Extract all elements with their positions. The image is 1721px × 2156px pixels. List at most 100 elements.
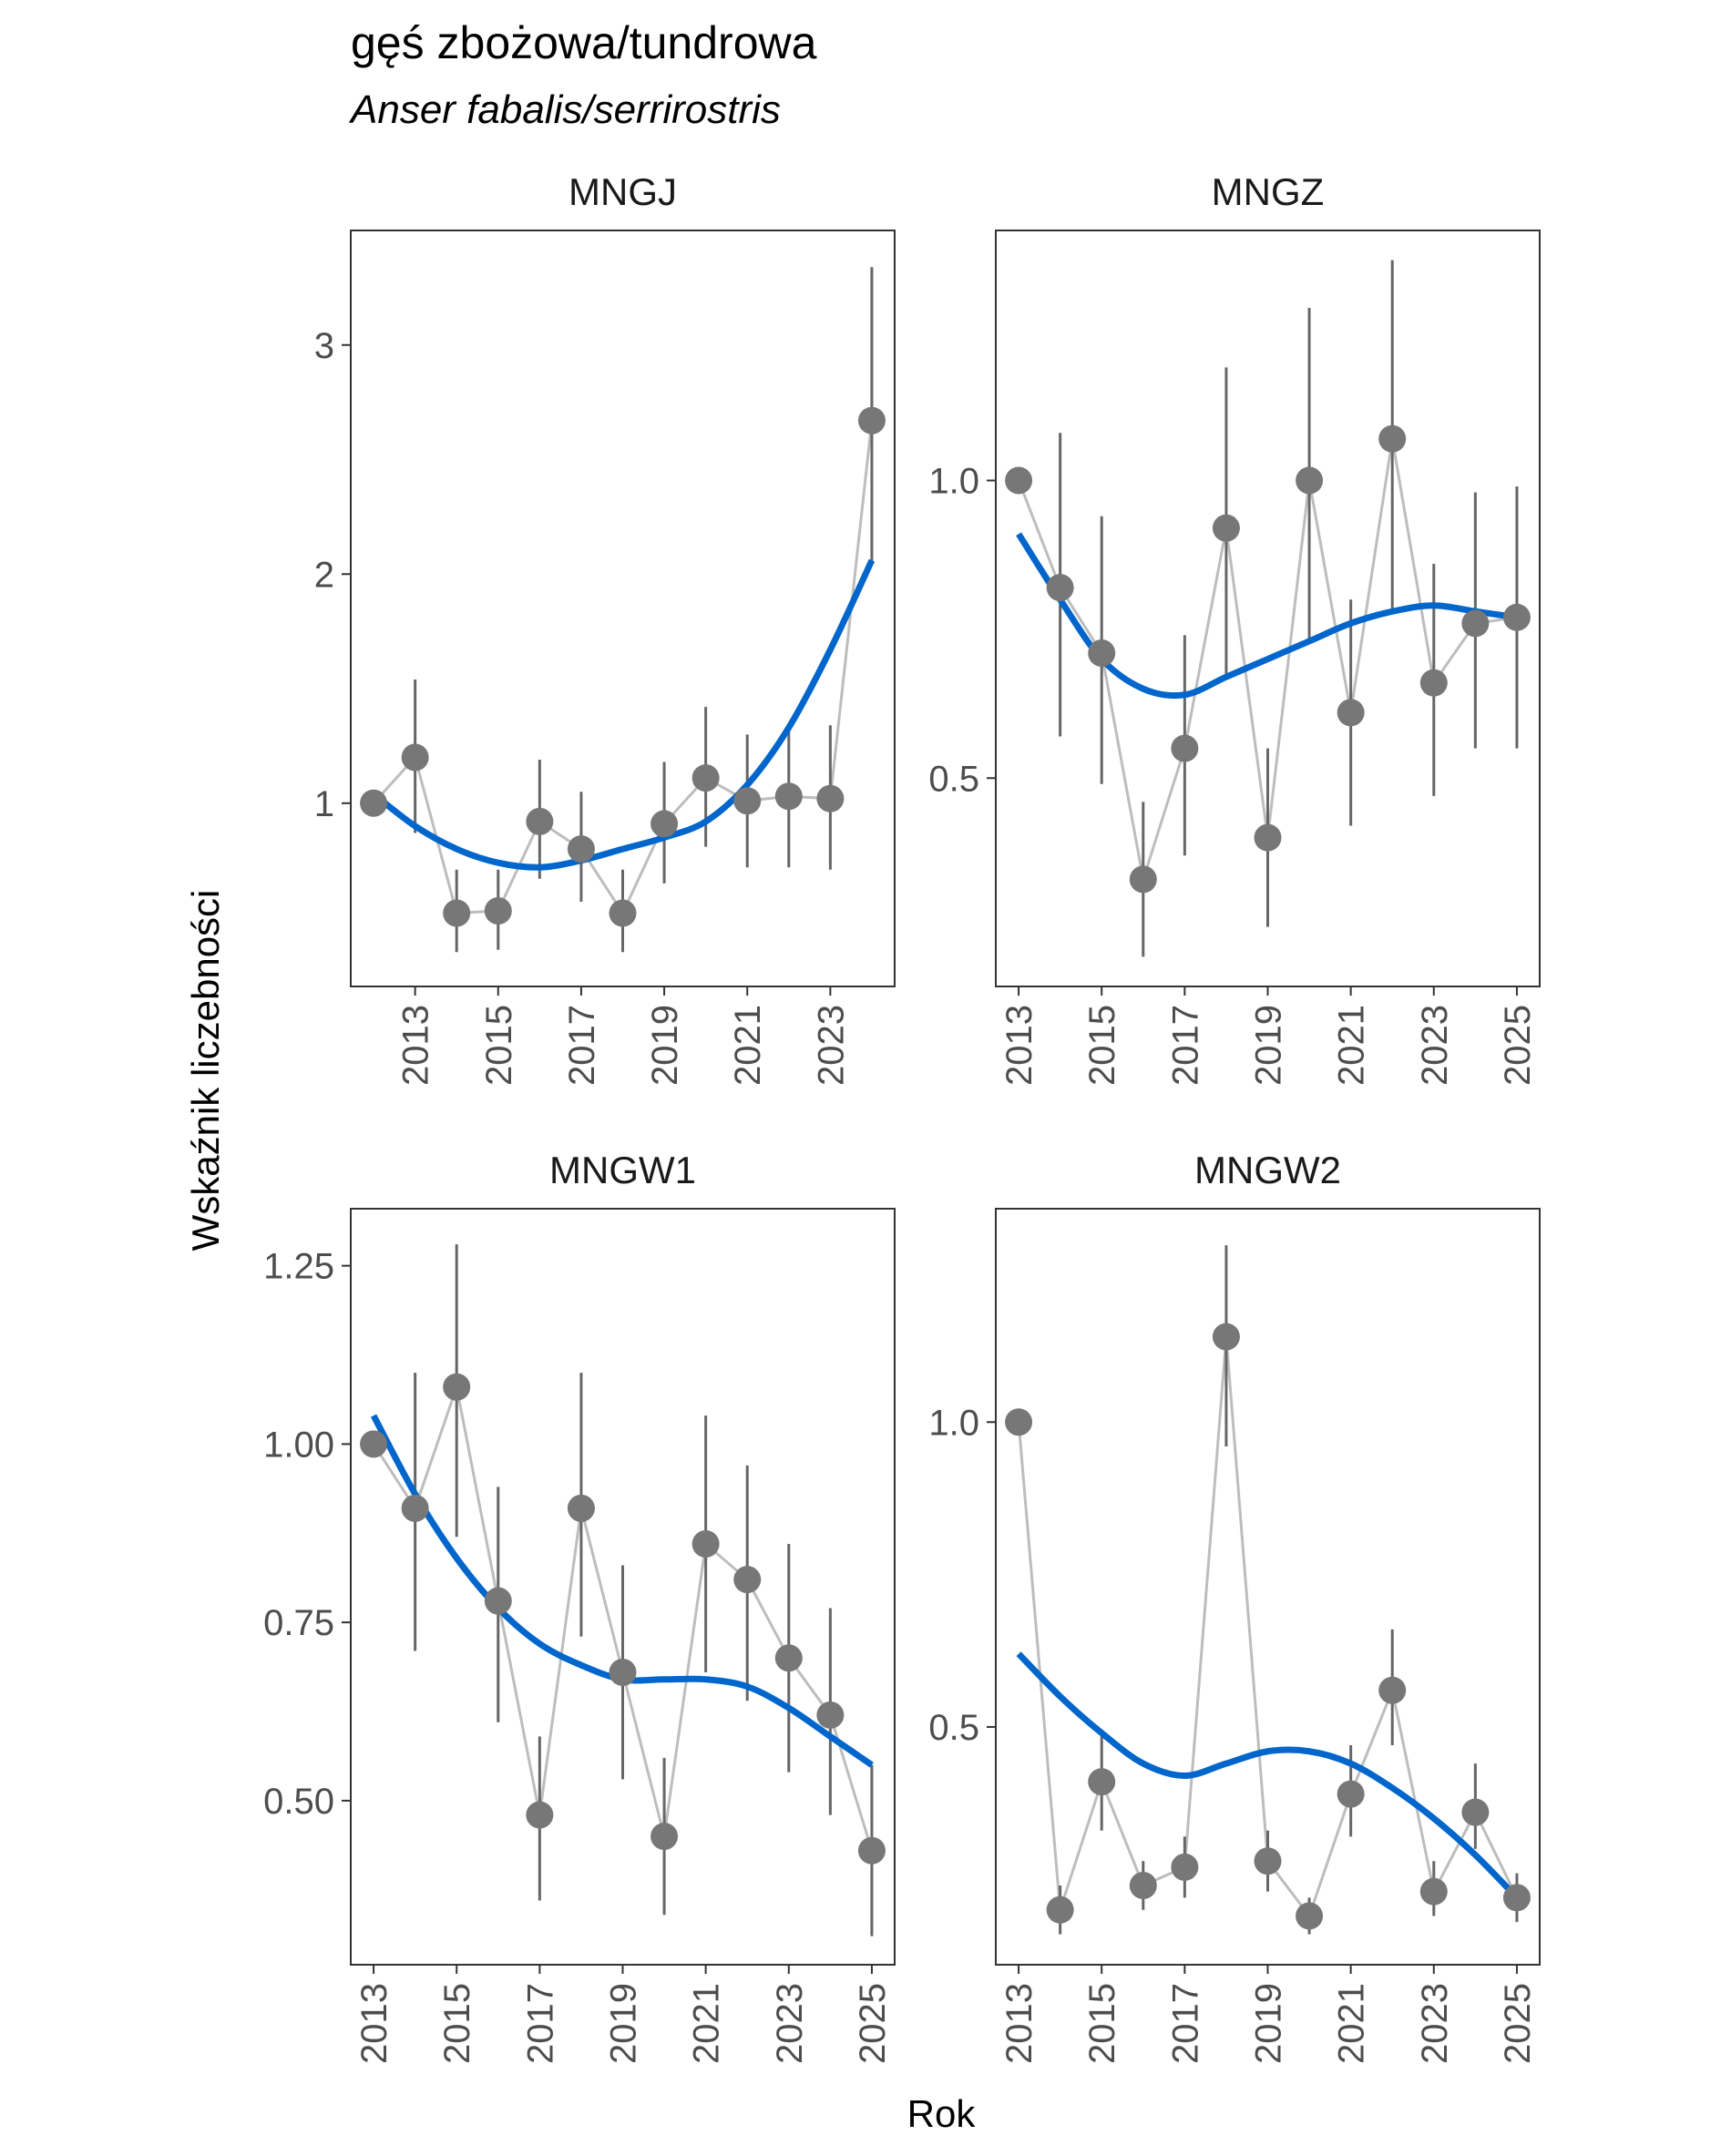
data-point: [526, 807, 554, 835]
x-tick-label: 2017: [1165, 1983, 1205, 2064]
x-tick-label: 2023: [1415, 1005, 1455, 1086]
data-point: [774, 1644, 803, 1672]
panel-title: MNGJ: [569, 170, 677, 213]
data-point: [484, 1587, 512, 1615]
data-point: [1129, 1871, 1157, 1899]
data-point: [1046, 1895, 1074, 1924]
data-point: [401, 1494, 429, 1522]
data-point: [1088, 639, 1116, 668]
data-point: [774, 782, 803, 811]
data-point: [526, 1801, 554, 1829]
x-tick-label: 2023: [770, 1983, 810, 2064]
data-point: [1254, 823, 1282, 852]
data-point: [857, 1836, 886, 1865]
x-tick-label: 2019: [1249, 1983, 1289, 2064]
data-point: [1419, 669, 1448, 697]
y-tick-label: 2: [314, 555, 334, 595]
data-point: [1378, 1676, 1407, 1704]
data-point: [1129, 865, 1157, 894]
y-tick-label: 3: [314, 326, 334, 366]
y-tick-label: 1.00: [263, 1425, 334, 1465]
data-point: [1461, 609, 1490, 638]
x-tick-label: 2013: [999, 1005, 1040, 1086]
data-point: [567, 835, 595, 863]
y-tick-label: 1.0: [928, 461, 979, 501]
data-point: [691, 764, 720, 792]
data-point: [567, 1494, 595, 1522]
data-point: [816, 784, 845, 812]
panel-mngz: MNGZ 0.5 1.0 2013 2015 2017 2019 2021 2023 2025: [928, 170, 1541, 1086]
y-tick-label: 1.25: [263, 1247, 334, 1287]
y-tick-label: 1: [314, 784, 334, 824]
panel-frame: [350, 1208, 896, 1966]
x-tick-label: 2023: [1415, 1983, 1455, 2064]
trend-line: [1016, 1651, 1520, 1900]
data-point: [1461, 1798, 1490, 1826]
data-point: [484, 897, 512, 925]
x-tick-label: 2015: [1082, 1983, 1122, 2064]
data-point: [1005, 1408, 1033, 1436]
x-tick-label: 2025: [853, 1983, 893, 2064]
chart-subtitle: Anser fabalis/serrirostris: [348, 87, 781, 132]
x-tick-label: 2015: [479, 1005, 519, 1086]
data-point: [1212, 514, 1240, 542]
panel-title: MNGW2: [1194, 1149, 1341, 1191]
y-axis-title: Wskaźnik liczebności: [184, 890, 227, 1252]
x-tick-label: 2015: [437, 1983, 477, 2064]
x-tick-label: 2017: [1165, 1005, 1205, 1086]
panel-frame: [995, 230, 1541, 987]
y-tick-label: 0.5: [928, 1708, 979, 1748]
y-tick-label: 1.0: [928, 1403, 979, 1443]
chart-title: gęś zbożowa/tundrowa: [351, 17, 817, 68]
x-tick-label: 2017: [520, 1983, 560, 2064]
x-tick-label: 2017: [562, 1005, 602, 1086]
panel-title: MNGW1: [549, 1149, 696, 1191]
x-tick-label: 2021: [1332, 1005, 1372, 1086]
data-point: [691, 1530, 720, 1558]
data-point: [1378, 424, 1407, 453]
data-point: [1296, 466, 1324, 495]
data-point: [609, 899, 637, 927]
x-tick-label: 2019: [604, 1983, 644, 2064]
data-point: [1046, 574, 1074, 602]
data-point: [733, 787, 762, 815]
data-point: [1254, 1847, 1282, 1875]
x-tick-label: 2013: [999, 1983, 1040, 2064]
x-tick-label: 2025: [1498, 1983, 1538, 2064]
x-tick-label: 2025: [1498, 1005, 1538, 1086]
data-point: [816, 1701, 845, 1729]
data-point: [650, 810, 679, 838]
data-point: [1337, 699, 1365, 727]
panel-frame: [995, 1208, 1541, 1966]
data-point: [360, 789, 388, 817]
y-tick-label: 0.50: [263, 1782, 334, 1822]
panel-mngw2: MNGW2 0.5 1.0 2013 2015 2017 2019 2021 2023 2025: [928, 1149, 1541, 2064]
panel-mngw1: MNGW1 0.50 0.75 1.00 1.25 2013 2015 2017 2019 202…: [263, 1149, 896, 2064]
x-tick-label: 2015: [1082, 1005, 1122, 1086]
data-point: [650, 1823, 679, 1851]
x-axis-title: Rok: [907, 2092, 977, 2135]
data-point: [1212, 1323, 1240, 1351]
data-point: [1171, 1853, 1199, 1881]
facet-panels: MNGJ 1 2 3 2013 2015 2017 2019 2021 2023 MNGZ 0.5 1.…: [263, 170, 1541, 2064]
data-point: [1337, 1780, 1365, 1808]
data-point: [1171, 734, 1199, 762]
data-point: [1088, 1768, 1116, 1796]
data-point: [401, 743, 429, 771]
x-tick-label: 2021: [728, 1005, 768, 1086]
data-point: [1502, 603, 1531, 631]
x-tick-label: 2021: [687, 1983, 727, 2064]
data-point: [857, 406, 886, 434]
data-point: [733, 1566, 762, 1594]
trend-line: [371, 558, 876, 871]
y-tick-label: 0.5: [928, 759, 979, 799]
x-tick-label: 2013: [354, 1983, 394, 2064]
data-point: [443, 1373, 471, 1401]
data-point: [1502, 1884, 1531, 1912]
x-tick-label: 2019: [1249, 1005, 1289, 1086]
x-tick-label: 2013: [396, 1005, 436, 1086]
data-point: [443, 899, 471, 927]
data-point: [609, 1658, 637, 1686]
